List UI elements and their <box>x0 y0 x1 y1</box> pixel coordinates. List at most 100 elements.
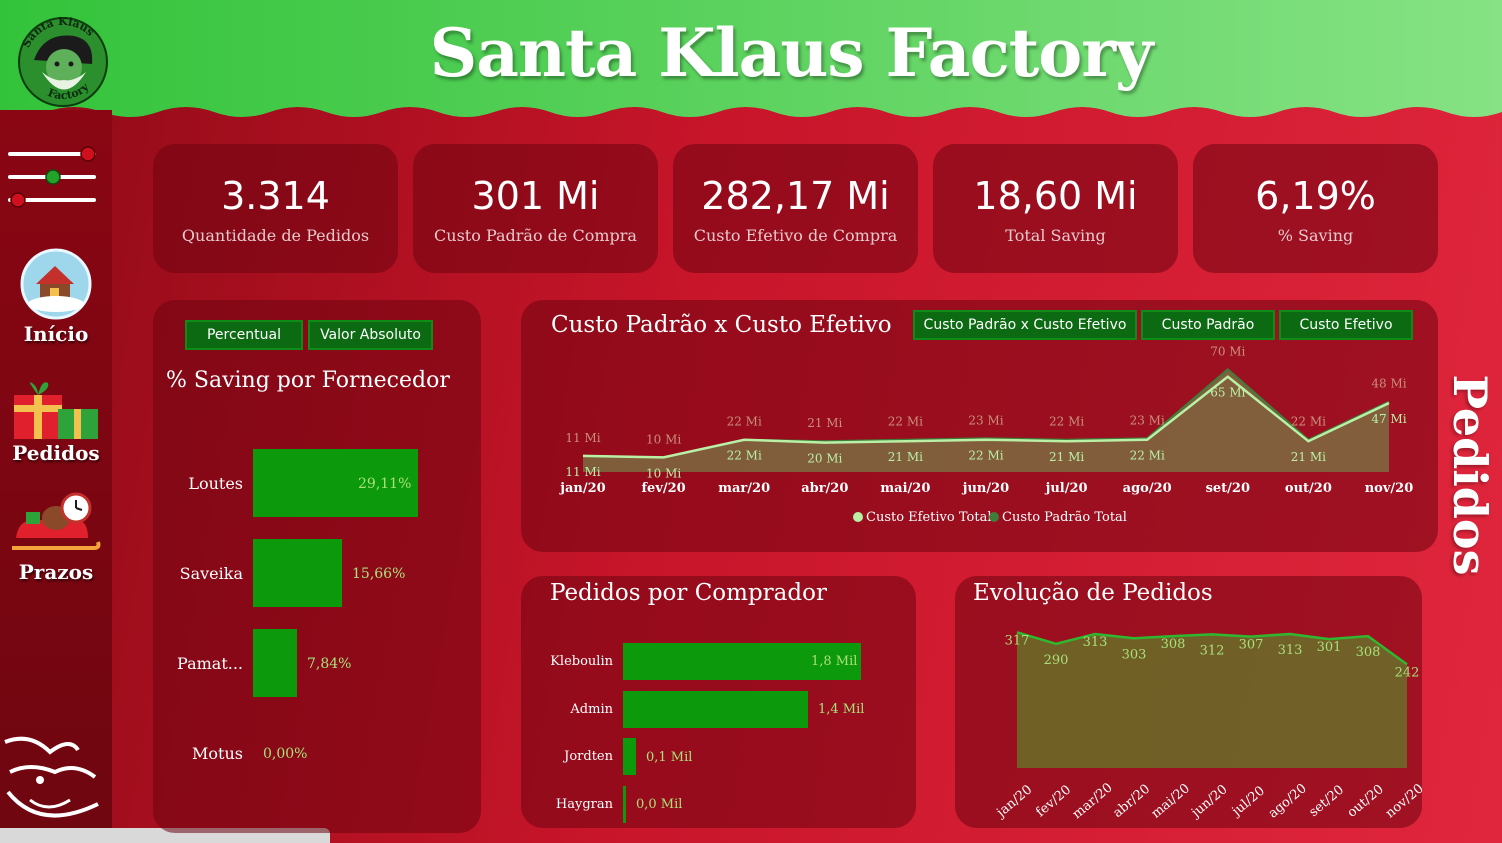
nav-inicio-label: Início <box>23 322 89 346</box>
comprador-label: Jordten <box>564 749 613 764</box>
comprador-bar[interactable] <box>623 691 808 728</box>
legend-efetivo-label: Custo Efetivo Total <box>866 510 991 525</box>
kpi-card-custo-padrao: 301 Mi Custo Padrão de Compra <box>413 144 658 273</box>
fornecedor-label: Motus <box>192 744 243 763</box>
evolucao-line <box>1016 631 1408 666</box>
custo-efetivo-line <box>582 375 1390 459</box>
kpi-value: 6,19% <box>1255 174 1376 218</box>
custo-padrao-label: 22 Mi <box>727 415 762 429</box>
custo-x-tick: jan/20 <box>559 481 605 496</box>
kpi-card-pedidos: 3.314 Quantidade de Pedidos <box>153 144 398 273</box>
fornecedor-bar[interactable] <box>253 449 418 517</box>
custo-x-tick: set/20 <box>1206 481 1250 496</box>
fornecedor-value: 15,66% <box>352 566 406 582</box>
evolucao-x-tick: mai/20 <box>1149 781 1193 822</box>
kpi-value: 18,60 Mi <box>973 174 1138 218</box>
evolucao-area-chart: 317 290 313 303 308 312 307 313 301 308 242 jan/20f… <box>993 631 1422 822</box>
custo-padrao-label: 23 Mi <box>1130 413 1165 427</box>
sidebar: Início Pedidos Prazos <box>0 110 112 843</box>
evolucao-value-label: 307 <box>1239 638 1264 653</box>
custo-efetivo-label: 65 Mi <box>1210 386 1245 400</box>
evolucao-chart-title: Evolução de Pedidos <box>973 580 1213 606</box>
comprador-label: Kleboulin <box>550 654 613 669</box>
comprador-card: Pedidos por Comprador Kleboulin 1,8 Mil … <box>521 576 916 828</box>
custo-padrao-label: 23 Mi <box>968 413 1003 427</box>
evolucao-value-label: 312 <box>1200 643 1225 658</box>
evolucao-x-tick: jul/20 <box>1228 784 1268 821</box>
kpi-card-pct-saving: 6,19% % Saving <box>1193 144 1438 273</box>
evolucao-x-tick: jan/20 <box>993 782 1036 821</box>
evolucao-x-tick: set/20 <box>1306 783 1347 821</box>
custo-padrao-label: 22 Mi <box>888 415 923 429</box>
nav-prazos[interactable]: Prazos <box>0 490 112 584</box>
sleigh-clock-icon <box>12 492 101 550</box>
custo-x-tick: jun/20 <box>962 481 1009 496</box>
btn-custo-efetivo[interactable]: Custo Efetivo <box>1279 310 1413 340</box>
page-name-vertical: Pedidos <box>1440 355 1500 595</box>
custo-padrao-label: 11 Mi <box>565 431 600 445</box>
evolucao-value-label: 242 <box>1395 665 1420 680</box>
comprador-bar[interactable] <box>623 643 861 680</box>
kpi-label: Custo Efetivo de Compra <box>693 226 898 245</box>
kpi-label: % Saving <box>1277 226 1354 245</box>
kpi-value: 301 Mi <box>471 174 600 218</box>
custo-efetivo-label: 21 Mi <box>1291 450 1326 464</box>
snow-globe-icon <box>20 248 92 320</box>
kpi-label: Quantidade de Pedidos <box>181 226 370 245</box>
slider-filter-icon[interactable] <box>8 146 98 208</box>
evolucao-x-tick: jun/20 <box>1187 782 1230 822</box>
kpi-label: Custo Padrão de Compra <box>434 226 637 245</box>
custo-padrao-label: 48 Mi <box>1371 377 1406 391</box>
evolucao-value-label: 303 <box>1122 647 1147 662</box>
evolucao-area <box>1017 632 1407 768</box>
comprador-value: 1,8 Mil <box>811 654 858 669</box>
comprador-value: 0,1 Mil <box>646 750 693 765</box>
kpi-label: Total Saving <box>1005 226 1106 245</box>
percentual-button[interactable]: Percentual <box>185 320 303 350</box>
custo-x-tick: out/20 <box>1285 481 1332 496</box>
header-wave-background <box>0 0 1502 117</box>
comprador-bar[interactable] <box>623 786 626 823</box>
comprador-bar[interactable] <box>623 738 636 775</box>
fornecedor-value: 0,00% <box>263 746 308 762</box>
btn-custo-padrao-x-efetivo[interactable]: Custo Padrão x Custo Efetivo <box>913 310 1137 340</box>
fornecedor-value: 7,84% <box>307 656 352 672</box>
custo-x-tick: nov/20 <box>1365 481 1414 496</box>
custo-x-tick: mai/20 <box>880 481 930 496</box>
evolucao-card: Evolução de Pedidos 317 290 313 303 308 312 30… <box>955 576 1422 828</box>
custo-padrao-label: 22 Mi <box>1291 415 1326 429</box>
kpi-value: 3.314 <box>221 174 330 218</box>
custo-efetivo-label: 10 Mi <box>646 466 681 480</box>
custo-x-tick: mar/20 <box>718 481 770 496</box>
custo-efetivo-label: 21 Mi <box>888 450 923 464</box>
custo-padrao-area <box>583 369 1389 472</box>
custo-padrao-label: 70 Mi <box>1210 344 1245 358</box>
evolucao-x-tick: nov/20 <box>1383 781 1422 821</box>
page-title: Santa Klaus Factory <box>429 14 1154 92</box>
evolucao-x-tick: mar/20 <box>1070 780 1116 822</box>
custo-card: Custo Padrão x Custo Efetivo Custo Padrã… <box>521 300 1438 552</box>
fornecedor-bar[interactable] <box>253 539 342 607</box>
fornecedor-value: 29,11% <box>358 476 412 492</box>
fornecedor-label: Pamat... <box>177 654 243 673</box>
evolucao-value-label: 290 <box>1044 653 1069 668</box>
custo-efetivo-label: 22 Mi <box>727 449 762 463</box>
comprador-chart-title: Pedidos por Comprador <box>550 580 827 606</box>
evolucao-value-label: 317 <box>1005 633 1030 648</box>
valor-absoluto-button[interactable]: Valor Absoluto <box>308 320 433 350</box>
custo-padrao-label: 22 Mi <box>1049 415 1084 429</box>
fornecedor-label: Saveika <box>179 564 243 583</box>
custo-efetivo-label: 22 Mi <box>1130 449 1165 463</box>
btn-custo-padrao[interactable]: Custo Padrão <box>1141 310 1275 340</box>
fornecedor-bar[interactable] <box>253 629 297 697</box>
nav-inicio[interactable]: Início <box>0 248 112 346</box>
comprador-label: Haygran <box>555 797 613 812</box>
page-name-text: Pedidos <box>1443 374 1497 576</box>
custo-padrao-label: 21 Mi <box>807 416 842 430</box>
custo-area-chart: 11 Mi 10 Mi 22 Mi 21 Mi 22 Mi 23 Mi 22 Mi 23 Mi… <box>559 344 1414 525</box>
nav-pedidos[interactable]: Pedidos <box>0 375 112 465</box>
evolucao-value-label: 313 <box>1278 643 1303 658</box>
kpi-value: 282,17 Mi <box>701 174 890 218</box>
custo-padrao-label: 10 Mi <box>646 432 681 446</box>
custo-x-tick: ago/20 <box>1123 481 1172 496</box>
